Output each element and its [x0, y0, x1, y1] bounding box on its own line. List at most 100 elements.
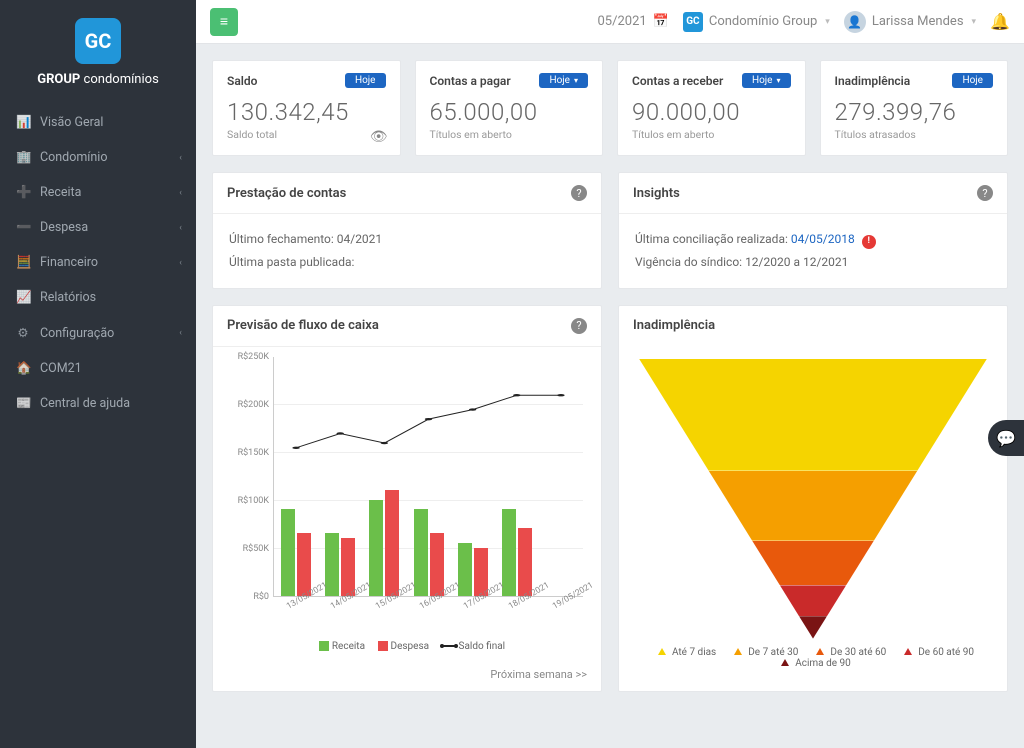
card-sublabel: Títulos em aberto [632, 128, 791, 141]
nav-label: Condomínio [40, 150, 107, 165]
summary-card: Inadimplência Hoje 279.399,76 Títulos at… [820, 60, 1009, 156]
help-icon[interactable]: ? [571, 318, 587, 334]
brand-logo[interactable]: GC GROUP condomínios [0, 0, 196, 101]
sidebar-item[interactable]: 📈 Relatórios [0, 280, 196, 315]
panel-title: Inadimplência [633, 318, 715, 333]
nav-icon: ➖ [16, 220, 30, 235]
sidebar-item[interactable]: 📰 Central de ajuda [0, 386, 196, 421]
nav-icon: 📊 [16, 115, 30, 130]
card-label: Contas a pagar [430, 74, 511, 88]
insights-line2: Vigência do síndico: 12/2020 a 12/2021 [635, 251, 991, 274]
funnel-chart [639, 359, 987, 639]
sidebar-item[interactable]: 🧮 Financeiro ‹ [0, 245, 196, 280]
funnel-legend-item: Até 7 dias [652, 647, 716, 658]
period-pill[interactable]: Hoje ▾ [742, 73, 791, 88]
legend-swatch-despesa [378, 641, 388, 651]
funnel-legend: Até 7 diasDe 7 até 30De 30 até 60De 60 a… [639, 639, 987, 669]
user-name: Larissa Mendes [872, 14, 964, 29]
nav-label: Relatórios [40, 290, 96, 305]
summary-card: Contas a pagar Hoje ▾ 65.000,00 Títulos … [415, 60, 604, 156]
funnel-legend-item: Acima de 90 [775, 658, 851, 669]
panel-title: Prestação de contas [227, 186, 346, 201]
sidebar-item[interactable]: 📊 Visão Geral [0, 105, 196, 140]
cashflow-panel: Previsão de fluxo de caixa ? R$250KR$200… [212, 305, 602, 692]
chart-legend: Receita Despesa Saldo final [225, 637, 589, 654]
topbar: ≡ 05/2021 📅 GC Condomínio Group ▾ 👤 Lari… [196, 0, 1024, 44]
card-label: Contas a receber [632, 74, 723, 88]
chevron-left-icon: ‹ [179, 328, 182, 338]
chevron-left-icon: ‹ [179, 188, 182, 198]
avatar-icon: 👤 [844, 11, 866, 33]
chevron-left-icon: ‹ [179, 223, 182, 233]
nav-icon: 🏢 [16, 150, 30, 165]
chevron-down-icon: ▾ [972, 17, 977, 27]
card-sublabel: Saldo total [227, 128, 386, 141]
help-icon[interactable]: ? [977, 185, 993, 201]
sidebar: GC GROUP condomínios 📊 Visão Geral 🏢 Condom… [0, 0, 196, 748]
legend-swatch-receita [319, 641, 329, 651]
sidebar-item[interactable]: 🏢 Condomínio ‹ [0, 140, 196, 175]
help-icon[interactable]: ? [571, 185, 587, 201]
insights-date[interactable]: 04/05/2018 [791, 232, 855, 246]
brand-badge: GC [75, 18, 121, 64]
card-value: 279.399,76 [835, 98, 994, 126]
condo-selector[interactable]: GC Condomínio Group ▾ [683, 12, 830, 32]
panel-title: Insights [633, 186, 680, 201]
period-label: 05/2021 [597, 14, 646, 29]
card-label: Inadimplência [835, 74, 911, 88]
nav-icon: 🧮 [16, 255, 30, 270]
period-pill[interactable]: Hoje [952, 73, 993, 88]
funnel-slice[interactable] [639, 616, 987, 638]
period-pill[interactable]: Hoje ▾ [539, 73, 588, 88]
funnel-slice[interactable] [639, 471, 987, 541]
nav-label: COM21 [40, 361, 82, 376]
menu-toggle-button[interactable]: ≡ [210, 8, 238, 36]
sidebar-item[interactable]: ➖ Despesa ‹ [0, 210, 196, 245]
nav-icon: ➕ [16, 185, 30, 200]
card-value: 65.000,00 [430, 98, 589, 126]
nav-icon: ⚙ [16, 325, 30, 341]
cashflow-chart: R$250KR$200KR$150KR$100KR$50KR$0 13/05/2… [225, 357, 589, 637]
card-label: Saldo [227, 74, 257, 88]
card-sublabel: Títulos em aberto [430, 128, 589, 141]
card-value: 130.342,45 [227, 98, 386, 126]
nav-label: Central de ajuda [40, 396, 130, 411]
sidebar-item[interactable]: 🏠COM21 [0, 351, 196, 386]
next-week-link[interactable]: Próxima semana >> [213, 662, 601, 691]
calendar-icon: 📅 [653, 14, 669, 29]
prestacao-line2: Última pasta publicada: [229, 251, 585, 274]
card-sublabel: Títulos atrasados [835, 128, 994, 141]
funnel-legend-item: De 60 até 90 [898, 647, 974, 658]
eye-icon[interactable]: 👁 [370, 129, 388, 145]
insights-panel: Insights ? Última conciliação realizada:… [618, 172, 1008, 289]
summary-card: Contas a receber Hoje ▾ 90.000,00 Título… [617, 60, 806, 156]
chat-button[interactable]: 💬 [988, 420, 1024, 456]
nav-icon: 📈 [16, 290, 30, 305]
period-pill[interactable]: Hoje [345, 73, 386, 88]
condo-name: Condomínio Group [709, 14, 817, 29]
funnel-slice[interactable] [639, 541, 987, 586]
legend-line-saldo [442, 645, 456, 647]
funnel-slice[interactable] [639, 585, 987, 616]
nav-label: Configuração [40, 326, 114, 341]
user-menu[interactable]: 👤 Larissa Mendes ▾ [844, 11, 976, 33]
chevron-left-icon: ‹ [179, 258, 182, 268]
prestacao-line1: Último fechamento: 04/2021 [229, 228, 585, 251]
sidebar-item[interactable]: ⚙ Configuração ‹ [0, 315, 196, 351]
nav-label: Visão Geral [40, 115, 103, 130]
nav-icon: 📰 [16, 396, 30, 411]
funnel-legend-item: De 7 até 30 [728, 647, 798, 658]
alert-icon[interactable]: ! [862, 235, 876, 249]
notifications-icon[interactable]: 🔔 [990, 12, 1010, 31]
condo-badge-icon: GC [683, 12, 703, 32]
insights-line1: Última conciliação realizada: 04/05/2018… [635, 228, 991, 251]
nav-list: 📊 Visão Geral 🏢 Condomínio ‹ ➕ Receita ‹ ➖ Despes… [0, 101, 196, 421]
nav-label: Financeiro [40, 255, 98, 270]
funnel-slice[interactable] [639, 359, 987, 471]
chevron-left-icon: ‹ [179, 153, 182, 163]
nav-label: Despesa [40, 220, 88, 235]
nav-label: Receita [40, 185, 81, 200]
sidebar-item[interactable]: ➕ Receita ‹ [0, 175, 196, 210]
card-value: 90.000,00 [632, 98, 791, 126]
period-selector[interactable]: 05/2021 📅 [597, 14, 668, 29]
